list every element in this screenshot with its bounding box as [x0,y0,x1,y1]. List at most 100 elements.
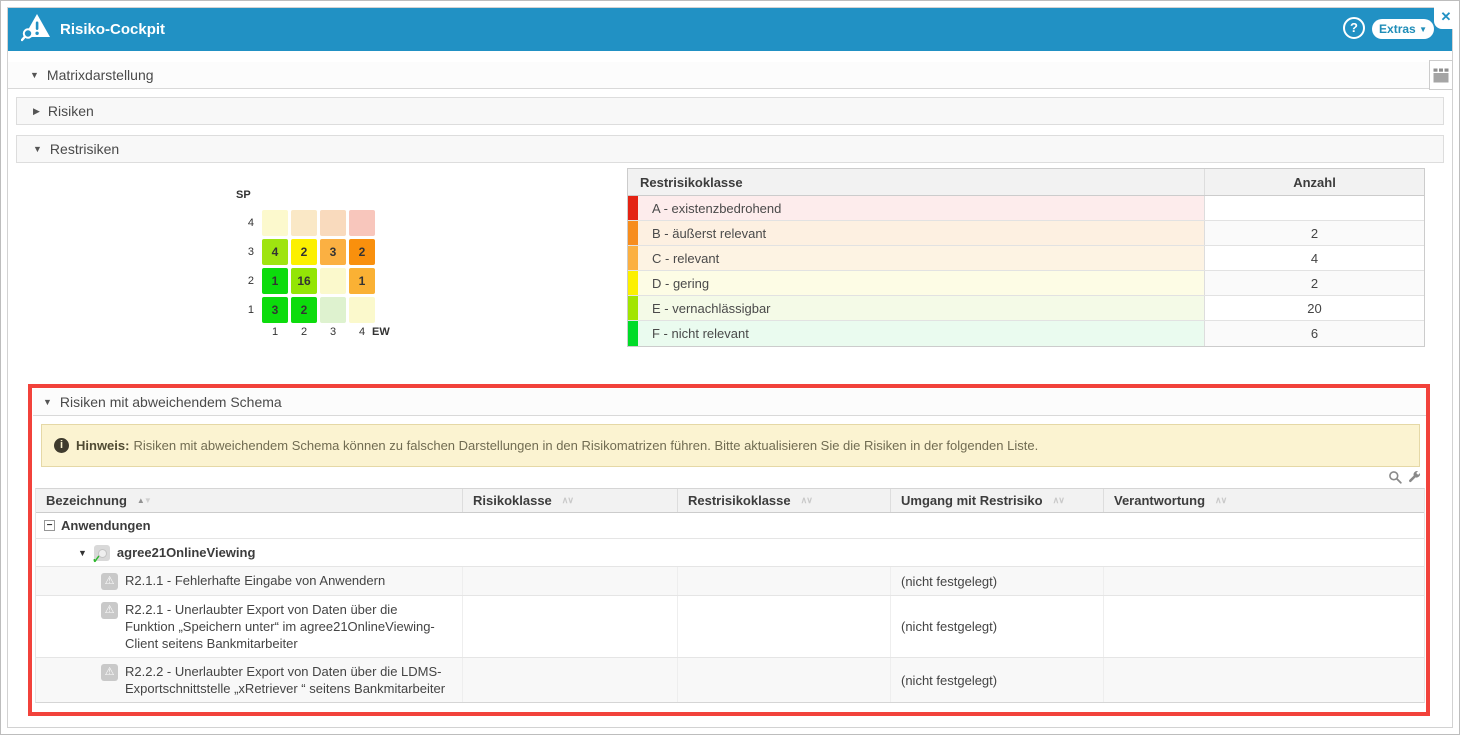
umgang-cell: (nicht festgelegt) [891,658,1104,702]
matrix-cell[interactable]: 3 [320,239,346,265]
class-label: B - äußerst relevant [652,226,767,241]
sort-desc-icon: ∨ [806,495,813,505]
column-header-restrisikoklasse[interactable]: Restrisikoklasse ∧∨ [678,489,891,512]
subgroup-label: agree21OnlineViewing [116,545,256,560]
section-risiken[interactable]: ▶ Risiken [16,97,1444,125]
matrix-cell[interactable] [320,210,346,236]
matrix-cell[interactable]: 2 [291,239,317,265]
chevron-down-icon[interactable]: ▼ [78,547,87,558]
matrix-cell[interactable] [291,210,317,236]
sort-asc-icon: ∧ [800,495,808,505]
matrix-cell[interactable]: 4 [262,239,288,265]
sort-desc-icon: ∨ [567,495,574,505]
matrix-cell[interactable]: 1 [349,268,375,294]
risk-row[interactable]: ⚠ R2.2.1 - Unerlaubter Export von Daten … [36,596,1424,658]
chevron-down-icon: ▼ [43,397,52,407]
risk-name-cell: ⚠ R2.2.1 - Unerlaubter Export von Daten … [36,596,463,657]
class-count: 2 [1204,221,1424,245]
column-header-bezeichnung[interactable]: Bezeichnung ▲▼ [36,489,463,512]
sort-icons[interactable]: ∧∨ [1053,495,1065,506]
col-tick: 2 [300,326,308,338]
table-row: B - äußerst relevant 2 [628,221,1424,246]
row-tick: 1 [247,304,254,316]
hint-text: Risiken mit abweichendem Schema können z… [133,438,1039,453]
collapse-icon[interactable]: − [44,520,55,531]
risk-row[interactable]: ⚠ R2.2.2 - Unerlaubter Export von Daten … [36,658,1424,702]
sort-asc-icon: ∧ [561,495,569,505]
sort-asc-icon: ∧ [1215,495,1222,505]
section-label: Risiken [47,103,94,119]
section-restrisiken[interactable]: ▼ Restrisiken [16,135,1444,163]
matrix-cell[interactable] [320,297,346,323]
class-count: 6 [1204,321,1424,346]
section-schema[interactable]: ▼ Risiken mit abweichendem Schema [33,389,1427,416]
sort-icons[interactable]: ∧∨ [561,495,574,506]
class-count: 4 [1204,246,1424,270]
close-button[interactable]: ✕ [1434,4,1458,29]
hint-box: i Hinweis: Risiken mit abweichendem Sche… [41,424,1420,467]
search-icon[interactable] [1388,470,1402,484]
chevron-down-icon: ▼ [33,144,42,154]
row-tick: 4 [247,217,254,229]
matrix-cell[interactable]: 1 [262,268,288,294]
column-header-verantwortung[interactable]: Verantwortung ∧∨ [1104,489,1426,512]
sort-desc-icon: ▼ [143,496,152,505]
class-color-marker [628,196,638,220]
risk-row[interactable]: ⚠ R2.1.1 - Fehlerhafte Eingabe von Anwen… [36,567,1424,596]
grid-icon [1433,68,1448,82]
matrix-cell[interactable] [349,210,375,236]
info-icon: i [54,438,69,453]
verantwortung-cell [1104,567,1426,595]
group-row-anwendungen[interactable]: − Anwendungen [36,513,1424,539]
page-title: Risiko-Cockpit [60,21,166,38]
matrix-cell[interactable]: 2 [291,297,317,323]
subgroup-row-agree21onlineviewing[interactable]: ▼ ✓ agree21OnlineViewing [36,539,1424,567]
extras-button[interactable]: Extras ▼ [1372,19,1434,39]
matrix-cell[interactable] [320,268,346,294]
row-tick: 2 [247,275,254,287]
restrisikoklasse-cell [678,567,891,595]
verantwortung-cell [1104,596,1426,657]
section-matrixdarstellung[interactable]: ▼ Matrixdarstellung [8,62,1429,89]
sort-icons[interactable]: ∧∨ [800,495,813,506]
matrix-cell[interactable]: 2 [349,239,375,265]
risikoklasse-cell [463,596,678,657]
class-count: 2 [1204,271,1424,295]
row-tick: 3 [247,246,254,258]
table-row: F - nicht relevant 6 [628,321,1424,346]
column-label: Restrisikoklasse [688,493,791,508]
table-row: A - existenzbedrohend [628,196,1424,221]
restrisiko-table-header: Restrisikoklasse Anzahl [628,169,1424,196]
verantwortung-cell [1104,658,1426,702]
sort-icons[interactable]: ∧∨ [1215,495,1227,506]
matrix-y-axis-label: SP [236,189,251,201]
extras-label: Extras [1379,22,1416,36]
column-header-risikoklasse[interactable]: Risikoklasse ∧∨ [463,489,678,512]
umgang-cell: (nicht festgelegt) [891,596,1104,657]
matrix-row-labels: 4 3 2 1 [240,210,254,323]
risk-label: R2.2.1 - Unerlaubter Export von Daten üb… [125,602,435,651]
col-tick: 3 [329,326,337,338]
sort-icons[interactable]: ▲▼ [136,496,152,505]
risikoklasse-cell [463,567,678,595]
column-header-umgang[interactable]: Umgang mit Restrisiko ∧∨ [891,489,1104,512]
matrix-view-button[interactable] [1429,60,1453,90]
application-icon: ✓ [92,544,110,566]
column-label: Umgang mit Restrisiko [901,493,1043,508]
column-header-anzahl: Anzahl [1204,169,1424,195]
section-label: Matrixdarstellung [46,67,154,83]
risikoklasse-cell [463,658,678,702]
help-button[interactable]: ? [1343,17,1365,39]
sort-asc-icon: ▲ [136,496,145,505]
matrix-cell[interactable] [262,210,288,236]
matrix-col-labels: 1 2 3 4 [262,326,375,338]
matrix-cell[interactable]: 3 [262,297,288,323]
wrench-icon[interactable] [1407,470,1421,484]
table-toolbar [1388,470,1421,484]
risk-name-cell: ⚠ R2.1.1 - Fehlerhafte Eingabe von Anwen… [36,567,463,595]
matrix-cell[interactable]: 16 [291,268,317,294]
risk-warning-icon: ⚠ [101,602,118,619]
risk-warning-icon: ⚠ [101,664,118,681]
chevron-down-icon: ▼ [1419,25,1427,34]
matrix-cell[interactable] [349,297,375,323]
